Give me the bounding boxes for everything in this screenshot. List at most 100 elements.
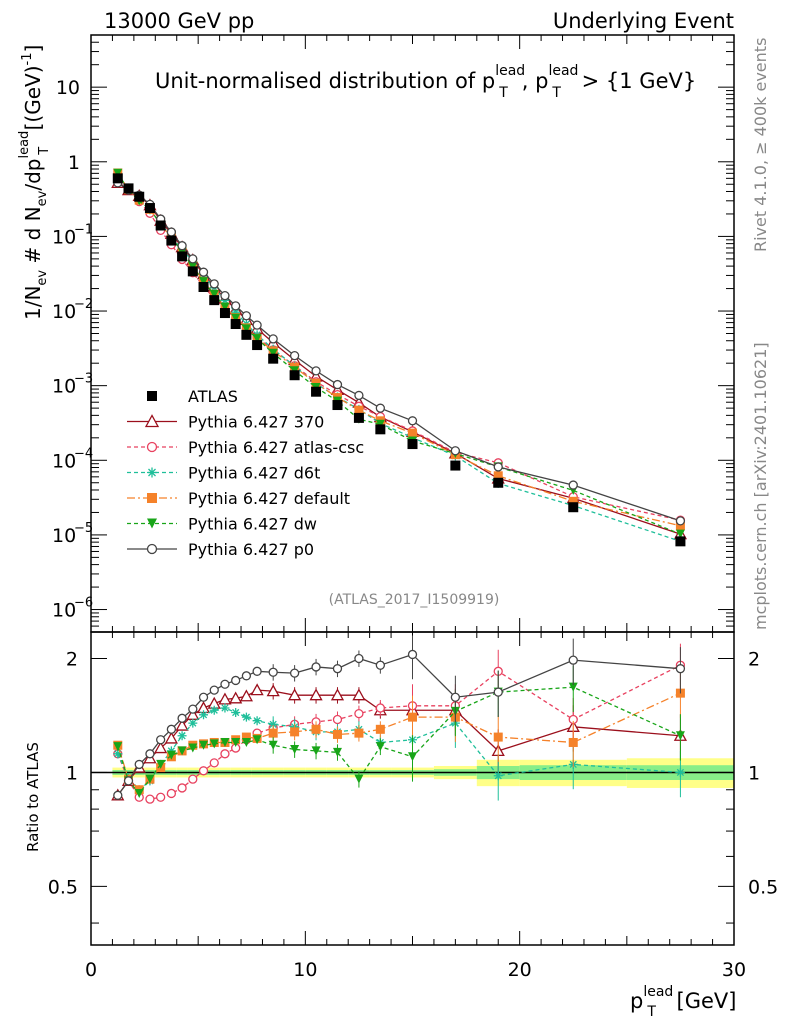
ratio-marker-5 bbox=[209, 739, 219, 749]
series-marker-6 bbox=[407, 416, 418, 426]
ratio-marker-3 bbox=[675, 767, 685, 777]
series-marker-5 bbox=[231, 313, 241, 323]
ratio-marker-5 bbox=[156, 759, 166, 769]
legend: ATLAS Pythia 6.427 370 Pythia 6.427 atlas-… bbox=[127, 387, 364, 559]
main-y-axis-label: 1/Nev # d Nev/dplead T [(GeV)-1] bbox=[17, 45, 52, 320]
chart-title-sub-2: T bbox=[551, 85, 561, 101]
ratio-marker-6 bbox=[241, 671, 252, 681]
y-tick-label-exponent: −5 bbox=[74, 521, 93, 536]
x-tick-label: 20 bbox=[508, 959, 532, 981]
y-tick-label: 10 bbox=[52, 525, 76, 547]
atlas-data-point bbox=[134, 191, 145, 202]
ratio-marker-4 bbox=[568, 737, 578, 747]
atlas-data-point bbox=[375, 424, 386, 435]
ratio-marker-5 bbox=[252, 735, 262, 745]
legend-label: Pythia 6.427 dw bbox=[188, 515, 317, 534]
ylabel-sub-T: T bbox=[37, 147, 52, 156]
ratio-marker-6 bbox=[375, 660, 386, 670]
series-marker-5 bbox=[252, 334, 262, 344]
atlas-data-point bbox=[177, 251, 188, 262]
ratio-marker-4 bbox=[408, 712, 417, 722]
ratio-plot-y-tick-labels: 2 2 1 1 0.5 0.5 bbox=[48, 649, 778, 899]
ratio-marker-4 bbox=[268, 728, 278, 738]
series-marker-4 bbox=[493, 471, 503, 481]
series-marker-5 bbox=[375, 419, 385, 429]
ratio-marker-3 bbox=[220, 703, 230, 713]
series-marker-6 bbox=[198, 267, 209, 277]
series-marker-6 bbox=[568, 480, 578, 490]
series-marker-3 bbox=[231, 307, 241, 317]
ratio-marker-6 bbox=[354, 653, 364, 664]
header-collision: 13000 GeV pp bbox=[104, 9, 254, 33]
ratio-marker-5 bbox=[408, 752, 417, 762]
y-tick-label: 10 bbox=[52, 450, 76, 472]
x-tick-label: 30 bbox=[722, 959, 746, 981]
ratio-marker-6 bbox=[231, 675, 241, 686]
side-label-rivet: Rivet 4.1.0, ≥ 400k events bbox=[751, 38, 770, 252]
series-marker-5 bbox=[675, 529, 685, 539]
ratio-marker-2 bbox=[354, 708, 364, 719]
xlabel-sub-T: T bbox=[646, 1004, 656, 1020]
ratio-marker-6 bbox=[289, 668, 300, 678]
chart-title-text-c: > {1 GeV} bbox=[575, 69, 696, 93]
ratio-marker-1 bbox=[239, 689, 253, 702]
ratio-marker-2 bbox=[209, 758, 219, 768]
legend-label: Pythia 6.427 atlas-csc bbox=[188, 438, 364, 457]
ratio-y-tick-label-right: 1 bbox=[748, 762, 760, 784]
ratio-marker-5 bbox=[568, 682, 578, 692]
ratio-marker-5 bbox=[311, 746, 321, 756]
ratio-marker-4 bbox=[241, 732, 251, 742]
series-marker-5 bbox=[268, 348, 278, 358]
series-marker-6 bbox=[450, 446, 461, 456]
atlas-data-point bbox=[209, 295, 220, 306]
legend-marker bbox=[146, 543, 158, 555]
y-tick-label: 10 bbox=[56, 77, 80, 99]
ratio-marker-5 bbox=[199, 740, 209, 750]
ratio-marker-6 bbox=[568, 655, 578, 665]
ratio-marker-2 bbox=[220, 749, 230, 759]
atlas-data-point bbox=[144, 203, 155, 214]
atlas-data-point bbox=[219, 308, 230, 319]
atlas-data-point bbox=[198, 281, 209, 292]
ratio-marker-3 bbox=[177, 731, 187, 741]
series-marker-6 bbox=[332, 379, 343, 390]
y-tick-label-exponent: −6 bbox=[74, 596, 93, 611]
series-marker-5 bbox=[199, 277, 209, 287]
ratio-marker-4 bbox=[311, 724, 321, 734]
legend-marker bbox=[147, 493, 157, 503]
atlas-data-point bbox=[311, 386, 322, 397]
legend-marker bbox=[147, 391, 157, 401]
xlabel-p: p bbox=[630, 989, 643, 1013]
ratio-marker-1 bbox=[164, 731, 178, 744]
x-tick-label: 10 bbox=[293, 959, 317, 981]
ratio-marker-6 bbox=[268, 667, 278, 677]
ratio-marker-5 bbox=[268, 740, 278, 750]
atlas-data-point bbox=[332, 400, 343, 411]
series-marker-4 bbox=[354, 405, 364, 415]
series-marker-6 bbox=[220, 291, 230, 301]
ylabel-part-f: ] bbox=[21, 45, 45, 53]
chart-title-text-b: , p bbox=[522, 69, 549, 93]
y-tick-label-exponent: −3 bbox=[74, 372, 93, 387]
chart-title-sub-1: T bbox=[498, 85, 508, 101]
ratio-marker-3 bbox=[188, 718, 198, 728]
series-marker-6 bbox=[188, 254, 198, 264]
atlas-data-point bbox=[289, 370, 300, 381]
series-line-3 bbox=[117, 174, 681, 542]
ratio-marker-5 bbox=[231, 737, 241, 747]
ratio-y-tick-label: 1 bbox=[66, 762, 78, 784]
series-marker-6 bbox=[289, 350, 300, 361]
ratio-marker-6 bbox=[134, 759, 144, 770]
ratio-marker-2 bbox=[145, 794, 155, 804]
ylabel-part-c: /dp bbox=[21, 159, 45, 191]
ratio-marker-6 bbox=[675, 664, 686, 674]
ratio-marker-5 bbox=[354, 774, 364, 784]
ratio-marker-1 bbox=[175, 718, 189, 731]
legend-label: Pythia 6.427 default bbox=[188, 489, 350, 508]
ratio-marker-6 bbox=[311, 662, 321, 672]
ratio-marker-2 bbox=[375, 703, 386, 713]
ratio-marker-5 bbox=[375, 742, 385, 752]
atlas-data-point bbox=[675, 536, 686, 547]
atlas-data-point bbox=[112, 173, 123, 184]
ratio-marker-5 bbox=[166, 750, 176, 760]
